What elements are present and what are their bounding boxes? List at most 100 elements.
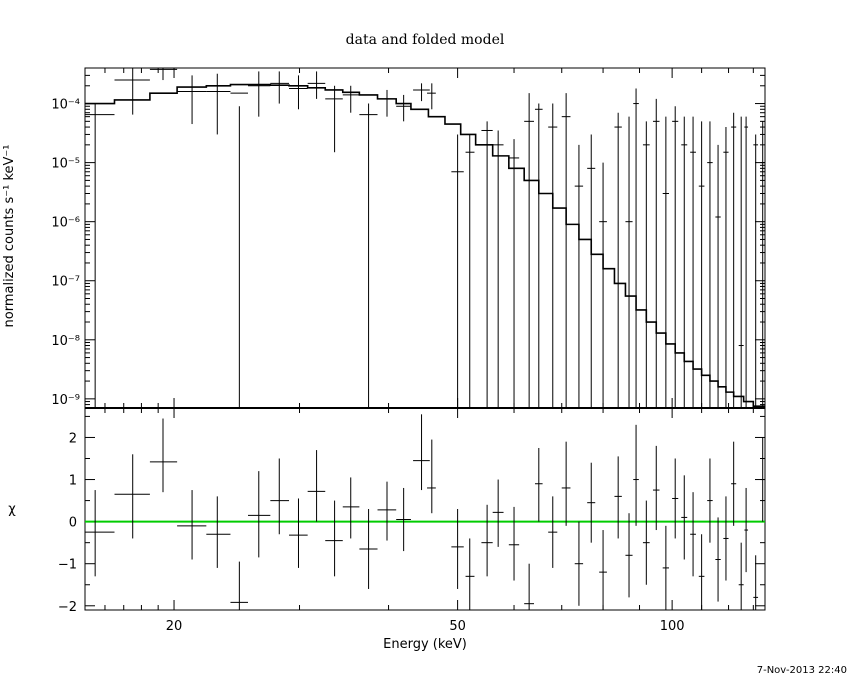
data-point <box>508 139 520 408</box>
data-point <box>481 121 493 408</box>
residual-point <box>307 450 326 522</box>
data-point <box>149 68 178 81</box>
y-tick-label: 10⁻⁵ <box>51 157 80 172</box>
residual-point <box>690 492 696 577</box>
residual-point <box>548 496 558 568</box>
data-point <box>707 121 713 408</box>
data-point <box>270 71 290 104</box>
y-tick-label: 10⁻⁶ <box>51 216 80 231</box>
residual-point <box>715 517 721 602</box>
data-point <box>85 103 115 408</box>
residual-point <box>177 490 207 560</box>
y-tick-label: 10⁻⁹ <box>51 393 80 408</box>
residual-point <box>149 418 178 493</box>
data-point <box>672 106 679 408</box>
timestamp: 7-Nov-2013 22:40 <box>757 665 847 676</box>
residual-point <box>760 437 765 522</box>
lower-panel: 20 50 100 −2 −1 0 1 2 <box>58 407 766 634</box>
upper-frame <box>84 67 766 409</box>
x-axis-label: Energy (keV) <box>383 637 467 652</box>
data-point <box>698 121 705 408</box>
residual-point <box>642 500 650 585</box>
residual-point <box>681 475 688 560</box>
residual-point <box>248 471 271 558</box>
data-point <box>492 130 504 408</box>
data-point <box>534 103 543 408</box>
data-point <box>738 116 744 408</box>
residual-point <box>114 454 150 539</box>
data-point <box>206 73 231 135</box>
residual-point <box>561 441 571 526</box>
y-tick-label: −1 <box>58 558 77 573</box>
residual-point <box>508 506 520 581</box>
y-tick-label: 2 <box>69 431 77 446</box>
data-point <box>114 68 150 115</box>
data-point <box>230 92 249 408</box>
data-point <box>561 93 571 408</box>
residual-point <box>325 500 343 577</box>
residual-point <box>289 498 308 568</box>
residual-point <box>534 447 543 522</box>
residual-point <box>625 513 633 598</box>
residual-point <box>574 521 584 606</box>
residual-point <box>599 530 607 610</box>
data-point <box>723 127 729 408</box>
residual-point <box>707 458 713 543</box>
data-point <box>359 103 378 408</box>
data-point <box>690 116 696 408</box>
residual-point <box>652 445 660 531</box>
data-point <box>681 116 688 408</box>
upper-y-axis-label: normalized counts s⁻¹ keV⁻¹ <box>2 145 17 328</box>
residual-point <box>359 509 378 589</box>
y-tick-label: 1 <box>69 474 77 489</box>
data-point <box>753 134 759 408</box>
lower-frame <box>84 407 766 611</box>
data-point <box>652 98 660 408</box>
lower-y-axis-label: χ <box>8 502 16 517</box>
x-tick-label: 20 <box>166 619 183 634</box>
data-point <box>625 116 633 408</box>
x-tick-label: 50 <box>449 619 466 634</box>
upper-panel: 10⁻⁹ 10⁻⁸ 10⁻⁷ 10⁻⁶ 10⁻⁵ 10⁻⁴ <box>51 67 766 409</box>
data-point <box>342 85 360 113</box>
residual-point <box>85 490 115 577</box>
data-point <box>574 144 584 408</box>
data-point <box>760 121 765 408</box>
y-tick-label: 10⁻⁷ <box>51 275 80 290</box>
residual-point <box>662 525 670 610</box>
data-point <box>662 116 670 408</box>
data-point <box>524 93 535 408</box>
residual-point <box>377 481 397 541</box>
chart-title: data and folded model <box>346 32 505 48</box>
data-point <box>289 75 308 110</box>
residual-point <box>672 458 679 539</box>
residual-point <box>413 414 430 491</box>
data-point <box>599 162 607 408</box>
residual-point <box>587 462 596 543</box>
data-point <box>413 83 430 102</box>
data-point <box>396 94 411 122</box>
data-point <box>731 112 737 408</box>
y-tick-label: 10⁻⁴ <box>51 98 80 113</box>
data-point <box>325 85 343 153</box>
y-tick-label: −2 <box>58 600 77 615</box>
residual-point <box>451 509 464 589</box>
data-point <box>744 116 749 408</box>
data-point <box>427 83 436 110</box>
data-point <box>451 134 464 408</box>
residual-point <box>614 456 622 539</box>
data-point <box>377 89 397 117</box>
y-tick-label: 10⁻⁸ <box>51 334 80 349</box>
data-point <box>633 88 639 408</box>
residual-point <box>731 441 737 526</box>
residual-point <box>723 496 729 581</box>
data-point <box>307 71 326 99</box>
y-tick-label: 0 <box>69 516 77 531</box>
residual-point <box>492 479 504 547</box>
residual-point <box>753 555 759 610</box>
residual-point <box>633 424 639 526</box>
residual-point <box>465 538 475 610</box>
residual-point <box>342 477 360 539</box>
x-tick-label: 100 <box>660 619 685 634</box>
data-point <box>587 134 596 408</box>
